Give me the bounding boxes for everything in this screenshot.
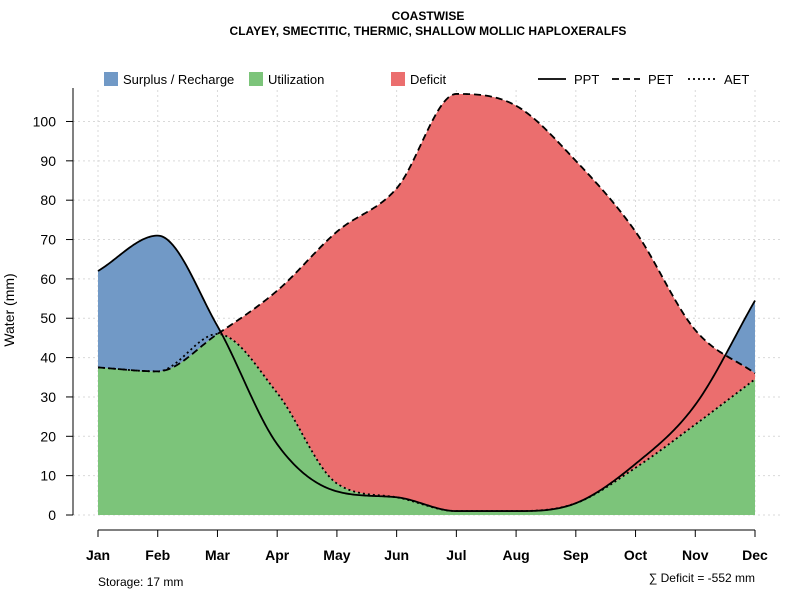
y-axis-label: Water (mm) — [1, 273, 17, 346]
x-tick-label-jul: Jul — [446, 547, 466, 563]
legend: Surplus / Recharge Utilization Deficit PPT P… — [104, 72, 749, 87]
deficit-note: ∑ Deficit = -552 mm — [649, 571, 755, 585]
legend-label-aet: AET — [724, 72, 749, 87]
legend-label-pet: PET — [648, 72, 673, 87]
y-tick-label: 60 — [40, 271, 56, 287]
y-tick-label: 30 — [40, 389, 56, 405]
legend-label-ppt: PPT — [574, 72, 599, 87]
chart-subtitle: CLAYEY, SMECTITIC, THERMIC, SHALLOW MOLL… — [230, 24, 627, 38]
x-tick-label-jun: Jun — [384, 547, 409, 563]
area-layer — [98, 93, 755, 515]
x-tick-label-dec: Dec — [742, 547, 768, 563]
line-layer — [97, 93, 756, 512]
chart-title: COASTWISE — [392, 9, 465, 23]
x-tick-label-jan: Jan — [86, 547, 110, 563]
deficit-area — [98, 93, 755, 512]
y-tick-label: 40 — [40, 350, 56, 366]
legend-label-deficit: Deficit — [410, 72, 447, 87]
x-tick-label-aug: Aug — [502, 547, 529, 563]
legend-label-utilization: Utilization — [268, 72, 324, 87]
y-tick-label: 90 — [40, 153, 56, 169]
x-tick-label-nov: Nov — [682, 547, 709, 563]
y-tick-label: 100 — [33, 113, 57, 129]
legend-swatch-surplus-recharge — [104, 72, 118, 86]
aet-line — [97, 333, 756, 512]
y-tick-label: 70 — [40, 232, 56, 248]
utilization-area — [98, 333, 755, 515]
ppt-line — [97, 234, 756, 512]
y-tick-label: 10 — [40, 468, 56, 484]
x-tick-label-apr: Apr — [265, 547, 290, 563]
storage-note: Storage: 17 mm — [98, 575, 183, 589]
axis-layer: 0 10 20 30 40 50 60 70 80 90 100 Jan Feb Mar Apr May Jun… — [33, 88, 768, 563]
y-tick-label: 80 — [40, 192, 56, 208]
y-tick-label: 20 — [40, 428, 56, 444]
x-tick-label-oct: Oct — [624, 547, 648, 563]
x-tick-label-sep: Sep — [563, 547, 589, 563]
x-tick-label-mar: Mar — [205, 547, 230, 563]
legend-swatch-deficit — [391, 72, 405, 86]
y-tick-label: 0 — [48, 507, 56, 523]
x-tick-label-feb: Feb — [145, 547, 170, 563]
pet-line — [97, 93, 756, 375]
surplus-area — [98, 93, 755, 374]
y-tick-label: 50 — [40, 310, 56, 326]
x-tick-label-may: May — [323, 547, 350, 563]
legend-swatch-utilization — [249, 72, 263, 86]
legend-label-surplus-recharge: Surplus / Recharge — [123, 72, 234, 87]
